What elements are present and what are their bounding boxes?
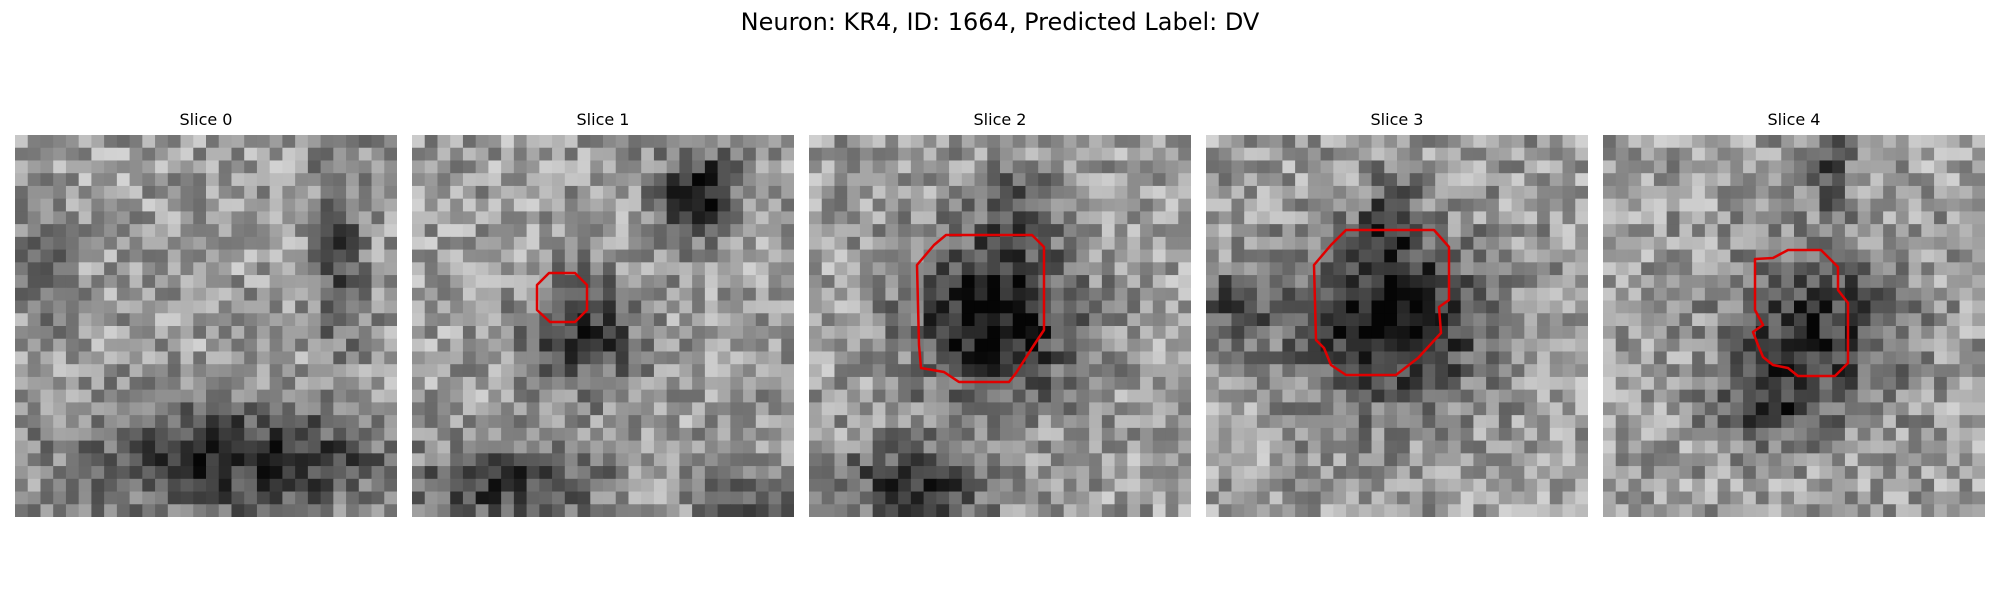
slice-image-2	[809, 135, 1191, 517]
slice-panel-0: Slice 0	[15, 108, 397, 517]
slice-panel-4: Slice 4	[1603, 108, 1985, 517]
slice-panel-1: Slice 1	[412, 108, 794, 517]
roi-contour-1	[535, 271, 589, 324]
roi-contour-2	[915, 233, 1046, 384]
slice-svg-3	[1206, 135, 1588, 517]
slice-title-4: Slice 4	[1767, 110, 1821, 129]
slice-svg-2	[809, 135, 1191, 517]
slice-image-3	[1206, 135, 1588, 517]
slice-svg-4	[1603, 135, 1985, 517]
slice-panel-3: Slice 3	[1206, 108, 1588, 517]
slice-svg-0	[15, 135, 397, 517]
slice-image-4	[1603, 135, 1985, 517]
slice-svg-1	[412, 135, 794, 517]
slice-title-3: Slice 3	[1370, 110, 1424, 129]
slice-title-2: Slice 2	[973, 110, 1027, 129]
slice-title-0: Slice 0	[179, 110, 233, 129]
figure-title: Neuron: KR4, ID: 1664, Predicted Label: …	[740, 8, 1260, 36]
slice-image-1	[412, 135, 794, 517]
slice-title-1: Slice 1	[576, 110, 630, 129]
roi-contour-3	[1312, 228, 1451, 377]
slice-panel-2: Slice 2	[809, 108, 1191, 517]
slice-image-0	[15, 135, 397, 517]
roi-contour-4	[1751, 248, 1850, 378]
